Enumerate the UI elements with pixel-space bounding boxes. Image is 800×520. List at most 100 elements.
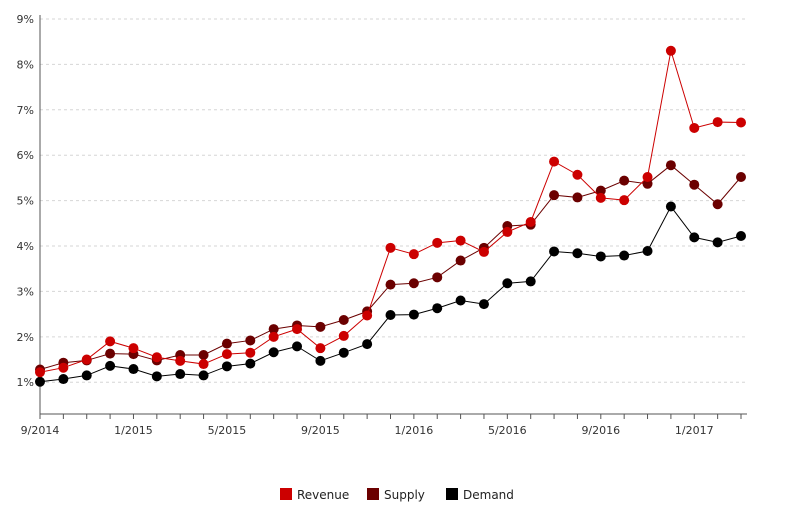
data-point-demand xyxy=(81,370,92,381)
data-point-supply xyxy=(408,278,419,289)
data-point-demand xyxy=(525,276,536,287)
legend-label-supply: Supply xyxy=(384,488,425,502)
data-point-supply xyxy=(268,324,279,335)
x-tick-label: 5/2015 xyxy=(208,424,247,437)
data-point-revenue xyxy=(549,156,560,167)
series-demand xyxy=(35,201,746,387)
data-point-revenue xyxy=(35,367,45,378)
data-point-revenue xyxy=(198,359,209,370)
series-supply xyxy=(35,160,746,375)
data-point-revenue xyxy=(105,336,116,347)
data-point-revenue xyxy=(268,331,279,342)
data-point-supply xyxy=(572,192,583,203)
data-point-supply xyxy=(665,160,676,171)
data-point-demand xyxy=(151,371,162,382)
data-point-revenue xyxy=(221,349,232,360)
data-point-demand xyxy=(665,201,676,212)
data-point-demand xyxy=(105,360,116,371)
x-tick-label: 9/2014 xyxy=(21,424,60,437)
y-tick-label: 6% xyxy=(17,149,34,162)
data-point-revenue xyxy=(175,355,186,366)
data-point-revenue xyxy=(408,249,419,260)
data-point-demand xyxy=(432,303,443,314)
data-point-supply xyxy=(338,315,349,326)
data-point-demand xyxy=(292,341,303,352)
data-point-supply xyxy=(198,349,209,360)
data-point-revenue xyxy=(572,169,583,180)
legend-swatch-supply xyxy=(367,488,379,500)
data-point-supply xyxy=(619,175,630,186)
y-tick-label: 1% xyxy=(17,376,34,389)
legend-label-demand: Demand xyxy=(463,488,514,502)
legend-item-supply: Supply xyxy=(367,488,425,502)
data-point-revenue xyxy=(315,343,326,354)
data-point-demand xyxy=(128,364,139,375)
data-point-revenue xyxy=(665,45,676,56)
data-point-demand xyxy=(549,246,560,257)
data-point-revenue xyxy=(689,122,700,133)
data-point-revenue xyxy=(58,362,69,373)
data-point-supply xyxy=(736,172,746,182)
data-point-supply xyxy=(455,255,466,266)
data-point-demand xyxy=(198,370,209,381)
data-point-supply xyxy=(221,338,232,349)
data-point-revenue xyxy=(525,216,536,227)
data-point-supply xyxy=(712,199,723,210)
data-point-supply xyxy=(385,279,396,290)
series-revenue xyxy=(35,45,746,378)
data-point-demand xyxy=(338,347,349,358)
data-point-demand xyxy=(642,246,653,257)
data-point-supply xyxy=(105,348,116,359)
data-point-revenue xyxy=(502,226,513,237)
data-point-revenue xyxy=(362,310,373,321)
legend-swatch-revenue xyxy=(280,488,292,500)
y-tick-label: 3% xyxy=(17,285,34,298)
grid-lines xyxy=(40,18,747,383)
data-point-demand xyxy=(712,237,723,248)
x-tick-label: 9/2016 xyxy=(581,424,620,437)
data-point-revenue xyxy=(128,343,139,354)
data-point-demand xyxy=(619,250,630,261)
data-point-supply xyxy=(689,179,700,190)
data-point-revenue xyxy=(338,330,349,341)
legend-swatch-demand xyxy=(446,488,458,500)
data-point-demand xyxy=(478,299,489,310)
x-tick-label: 9/2015 xyxy=(301,424,340,437)
data-point-revenue xyxy=(151,352,162,363)
y-tick-label: 7% xyxy=(17,104,34,117)
x-tick-label: 1/2017 xyxy=(675,424,714,437)
data-point-revenue xyxy=(81,354,92,365)
data-point-demand xyxy=(221,361,232,372)
legend-item-demand: Demand xyxy=(446,488,514,502)
x-tick-label: 1/2015 xyxy=(114,424,153,437)
data-point-demand xyxy=(268,347,279,358)
data-point-demand xyxy=(502,278,513,289)
data-point-revenue xyxy=(736,117,746,128)
data-point-supply xyxy=(595,185,606,196)
data-point-revenue xyxy=(245,347,256,358)
legend-label-revenue: Revenue xyxy=(297,488,349,502)
data-point-revenue xyxy=(619,195,630,206)
x-tick-label: 5/2016 xyxy=(488,424,527,437)
data-point-demand xyxy=(736,231,746,242)
data-point-revenue xyxy=(385,242,396,253)
data-point-demand xyxy=(595,251,606,262)
data-point-demand xyxy=(385,310,396,321)
series-line-revenue xyxy=(39,50,742,373)
data-point-demand xyxy=(408,309,419,320)
data-point-revenue xyxy=(432,237,443,248)
data-point-supply xyxy=(245,335,256,346)
data-point-revenue xyxy=(712,117,723,128)
data-point-demand xyxy=(689,232,700,243)
y-tick-label: 8% xyxy=(17,58,34,71)
data-point-demand xyxy=(455,295,466,306)
data-point-demand xyxy=(362,339,373,350)
y-tick-label: 4% xyxy=(17,240,34,253)
data-point-revenue xyxy=(595,192,606,203)
legend: Revenue Supply Demand xyxy=(280,488,514,502)
data-point-demand xyxy=(245,358,256,369)
data-point-supply xyxy=(549,190,560,201)
data-point-revenue xyxy=(478,246,489,257)
